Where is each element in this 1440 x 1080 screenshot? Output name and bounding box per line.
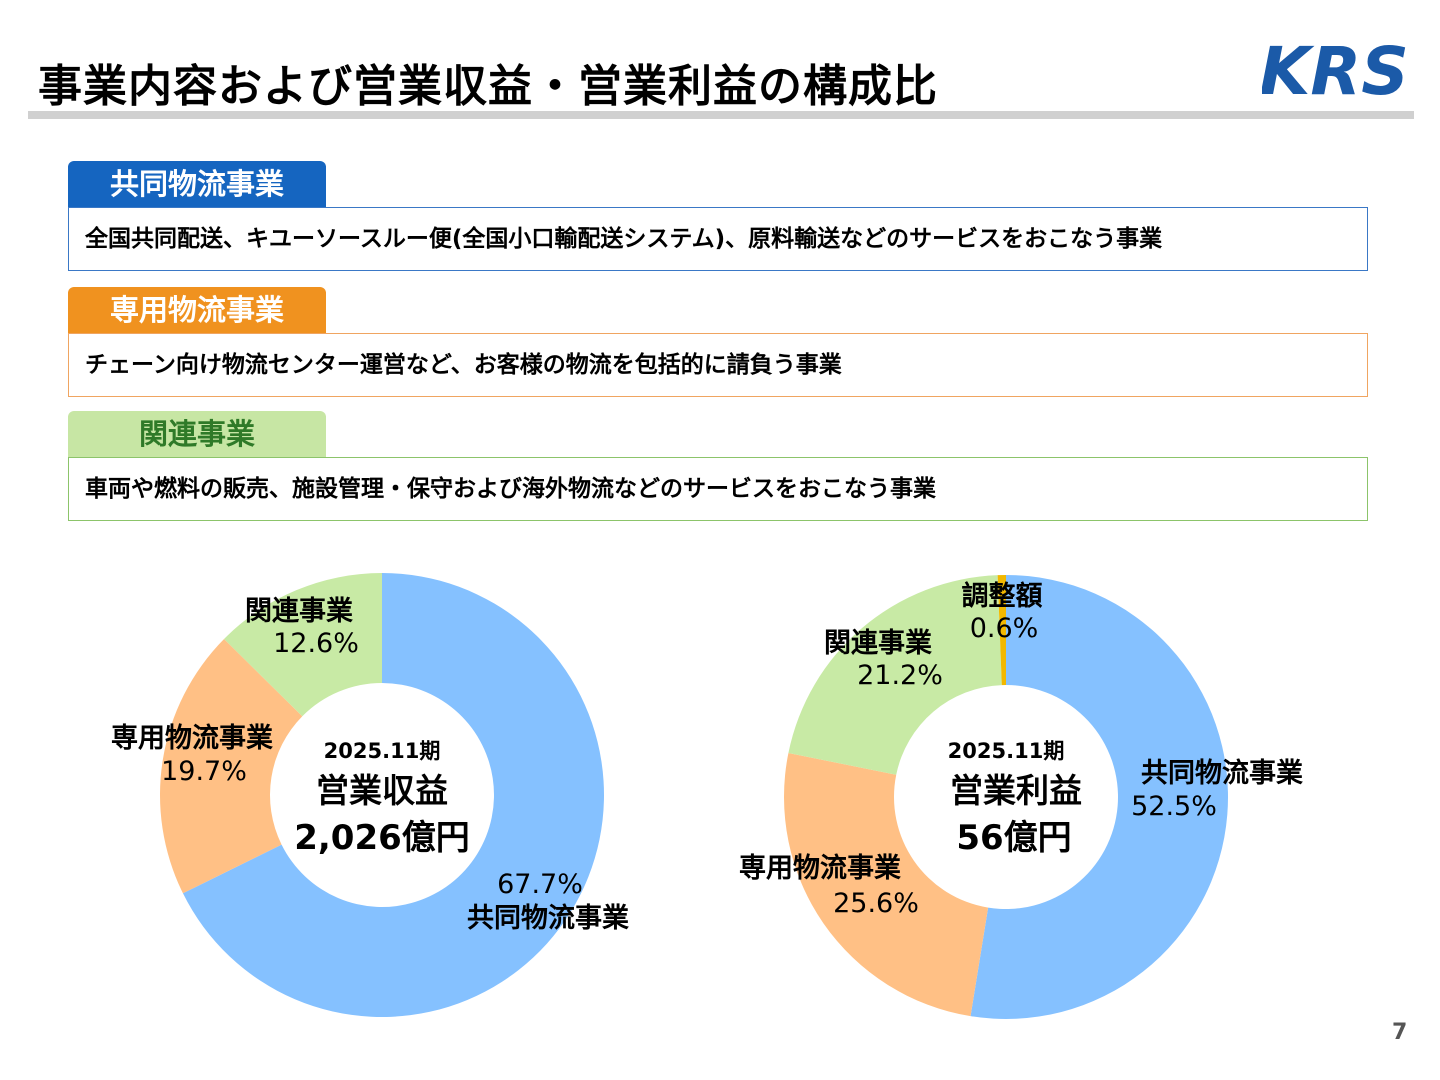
page-title: 事業内容および営業収益・営業利益の構成比 <box>38 61 938 112</box>
revenue-label-kanren: 関連事業 <box>245 596 353 627</box>
profit-slice-kyodo <box>970 575 1229 1019</box>
segment-description-kyodo: 全国共同配送、キユーソースルー便(全国小口輸配送システム)、原料輸送などのサービ… <box>68 207 1368 271</box>
revenue-pct-senyo: 19.7% <box>161 756 247 787</box>
revenue-label-senyo: 専用物流事業 <box>111 723 273 754</box>
page-number: 7 <box>1392 1020 1408 1045</box>
revenue-label-kyodo: 共同物流事業 <box>467 903 629 934</box>
profit-pct-chosei: 0.6% <box>970 613 1039 644</box>
revenue-center-period: 2025.11期 <box>324 739 441 763</box>
profit-pct-kanren: 21.2% <box>857 660 943 691</box>
segment-description-kanren: 車両や燃料の販売、施設管理・保守および海外物流などのサービスをおこなう事業 <box>68 457 1368 521</box>
profit-label-senyo: 専用物流事業 <box>739 853 901 884</box>
revenue-pct-kyodo: 67.7% <box>497 869 583 900</box>
krs-logo: KRS <box>1262 33 1407 106</box>
revenue-slice-kanren <box>224 573 382 717</box>
profit-pct-kyodo: 52.5% <box>1131 791 1217 822</box>
title-divider <box>28 111 1414 119</box>
segment-description-senyo: チェーン向け物流センター運営など、お客様の物流を包括的に請負う事業 <box>68 333 1368 397</box>
revenue-pct-kanren: 12.6% <box>273 628 359 659</box>
profit-label-kanren: 関連事業 <box>824 628 932 659</box>
revenue-center-title: 営業収益 <box>316 771 448 810</box>
profit-pct-senyo: 25.6% <box>833 888 919 919</box>
profit-slice-chosei <box>997 575 1006 686</box>
profit-donut-chart: 2025.11期 営業利益 56億円 共同物流事業 52.5% 専用物流事業 2… <box>739 560 1310 1030</box>
logo-text: KRS <box>1262 33 1407 106</box>
revenue-donut-svg: 2025.11期 営業収益 2,026億円 67.7% 共同物流事業 専用物流事… <box>111 573 629 1017</box>
revenue-donut-chart: 2025.11期 営業収益 2,026億円 67.7% 共同物流事業 専用物流事… <box>111 560 680 1030</box>
revenue-center-value: 2,026億円 <box>294 818 470 858</box>
segment-tag-senyo: 専用物流事業 <box>68 287 326 333</box>
segment-tag-kyodo: 共同物流事業 <box>68 161 326 207</box>
profit-label-chosei: 調整額 <box>962 580 1043 612</box>
profit-slice-kanren <box>788 575 1002 775</box>
profit-center-title: 営業利益 <box>950 771 1082 810</box>
segment-tag-kanren: 関連事業 <box>68 411 326 457</box>
revenue-slice-kyodo <box>182 573 605 1017</box>
profit-center-period: 2025.11期 <box>948 739 1065 763</box>
profit-slice-senyo <box>784 752 989 1017</box>
profit-center-value: 56億円 <box>956 818 1071 858</box>
profit-label-kyodo: 共同物流事業 <box>1141 758 1303 789</box>
revenue-slice-senyo <box>160 639 303 894</box>
profit-donut-svg: 2025.11期 営業利益 56億円 共同物流事業 52.5% 専用物流事業 2… <box>739 575 1303 1019</box>
